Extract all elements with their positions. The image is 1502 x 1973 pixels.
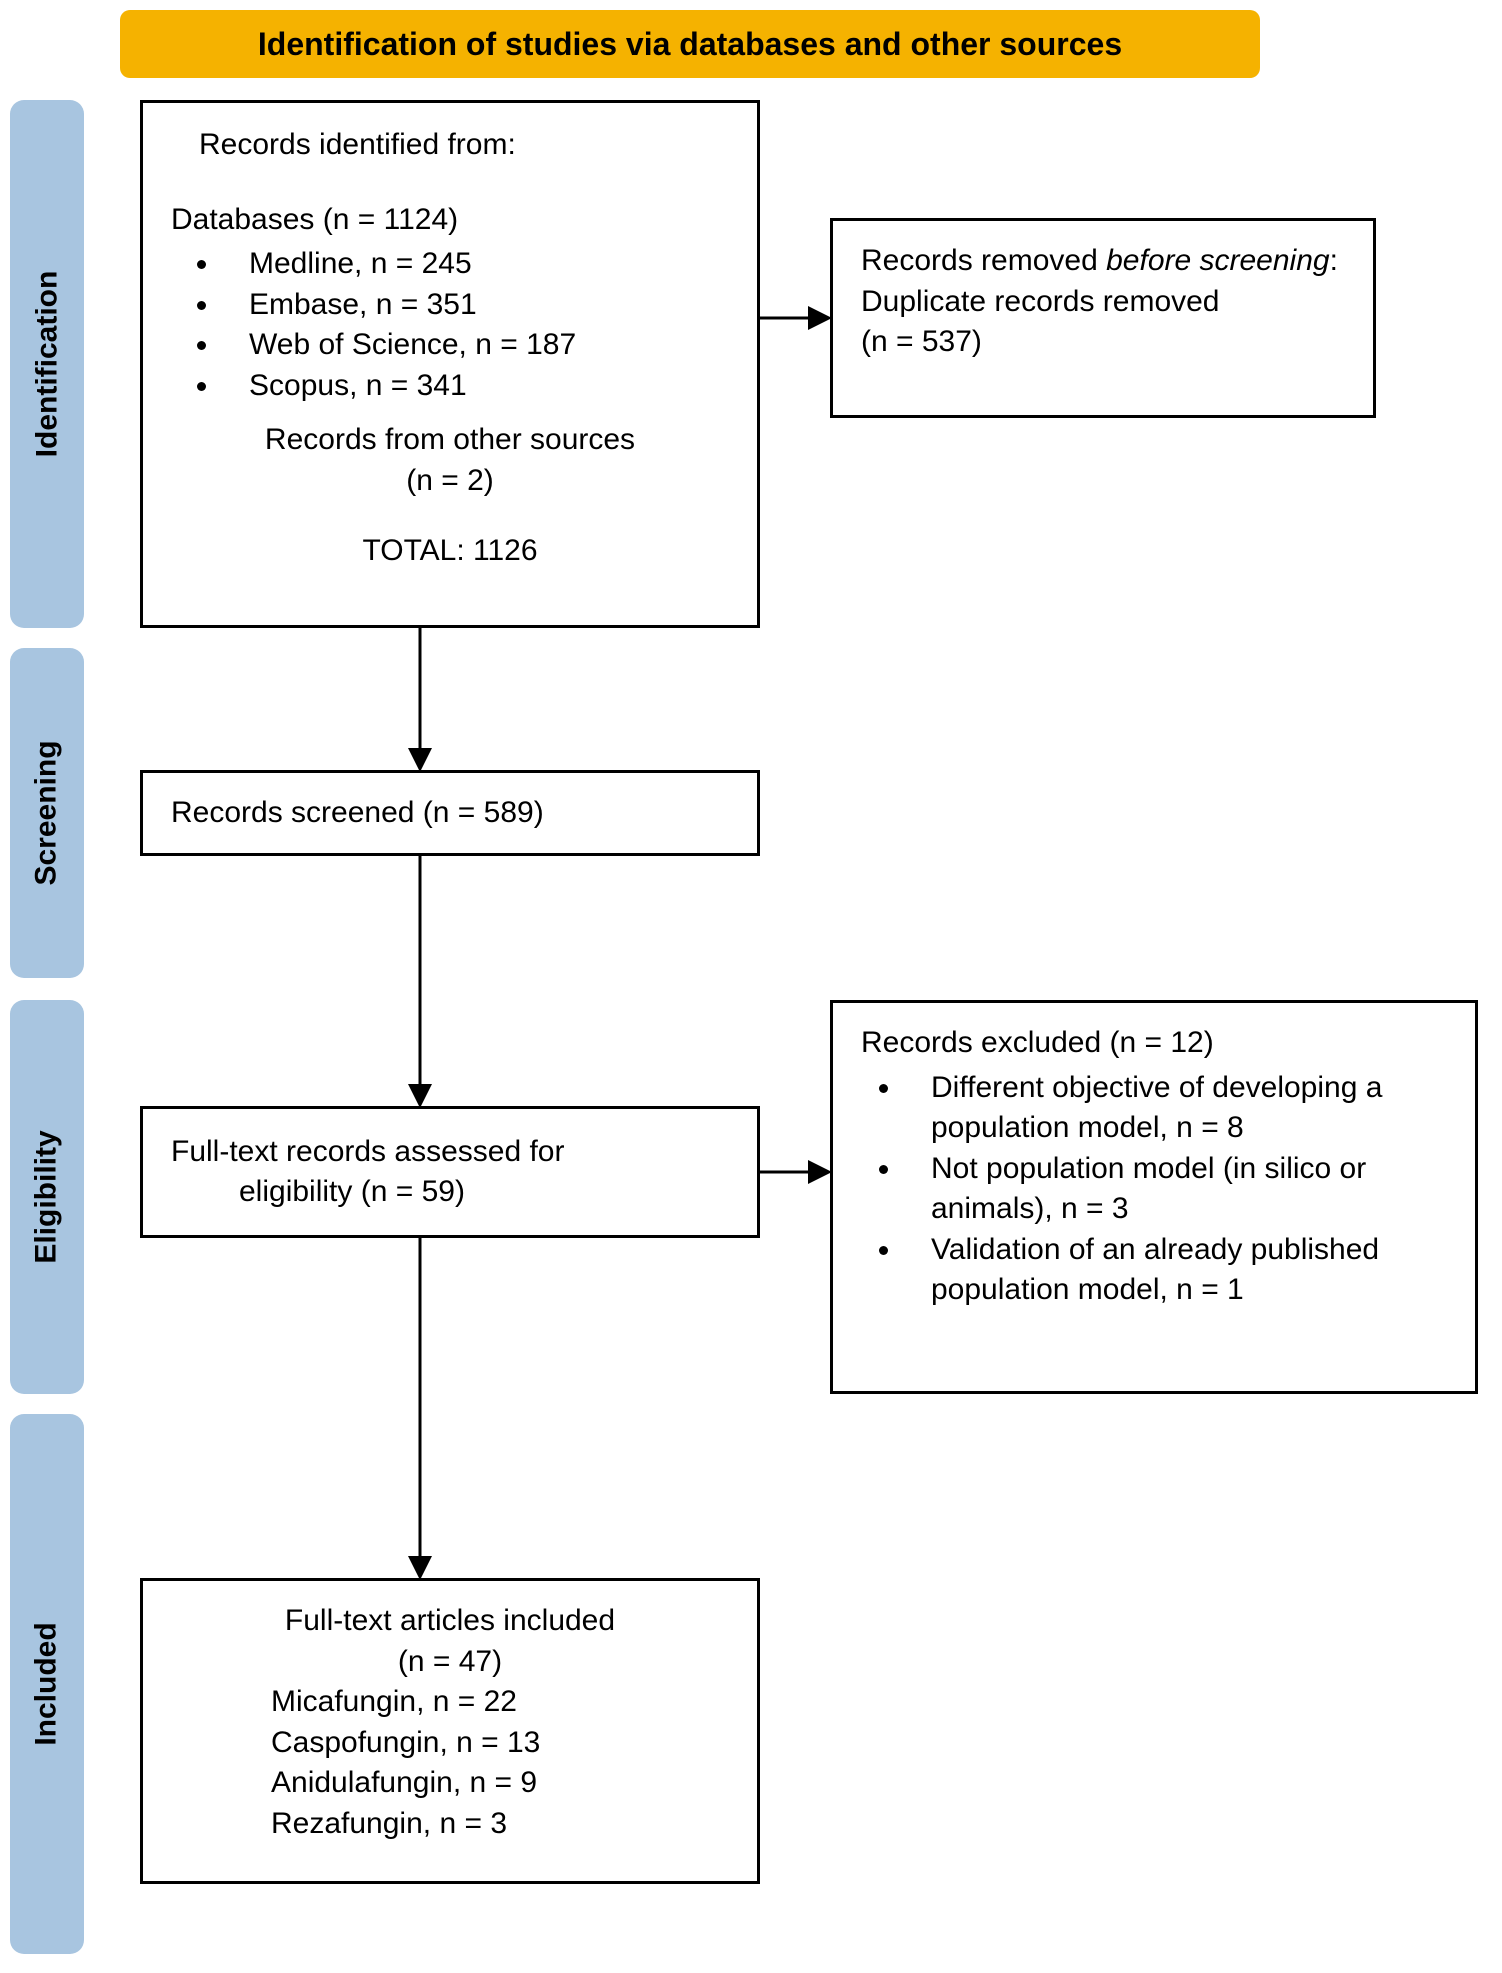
identified-databases-list: Medline, n = 245 Embase, n = 351 Web of … [171, 244, 729, 406]
screened-text: Records screened (n = 589) [171, 796, 544, 830]
excluded-list: Different objective of developing a popu… [861, 1068, 1447, 1311]
removed-line3: (n = 537) [861, 322, 1345, 363]
included-item-2: Anidulafungin, n = 9 [271, 1763, 729, 1804]
stage-screening: Screening [10, 648, 84, 978]
removed-line1c: : [1330, 244, 1338, 277]
removed-line1a: Records removed [861, 244, 1106, 277]
included-content: Full-text articles included (n = 47) Mic… [171, 1601, 729, 1844]
identified-databases-line: Databases (n = 1124) [171, 200, 729, 241]
identified-db-2: Web of Science, n = 187 [221, 325, 729, 366]
identified-db-3: Scopus, n = 341 [221, 366, 729, 407]
banner: Identification of studies via databases … [120, 10, 1260, 78]
excluded-item-1: Not population model (in silico or anima… [903, 1149, 1447, 1230]
included-item-3: Rezafungin, n = 3 [271, 1804, 729, 1845]
included-item-0: Micafungin, n = 22 [271, 1682, 729, 1723]
stage-included-label: Included [30, 1622, 64, 1745]
node-records-excluded: Records excluded (n = 12) Different obje… [830, 1000, 1478, 1394]
removed-line1b: before screening [1106, 244, 1329, 277]
stage-screening-label: Screening [30, 740, 64, 885]
stage-eligibility-label: Eligibility [30, 1130, 64, 1263]
identified-other-1: Records from other sources [171, 420, 729, 461]
prisma-flowchart: Identification of studies via databases … [0, 0, 1502, 1973]
stage-identification: Identification [10, 100, 84, 628]
identified-db-0: Medline, n = 245 [221, 244, 729, 285]
identified-content: Records identified from: Databases (n = … [171, 125, 729, 572]
stage-included: Included [10, 1414, 84, 1954]
removed-content: Records removed before screening: Duplic… [861, 241, 1345, 363]
removed-line1: Records removed before screening: [861, 241, 1345, 282]
identified-other-2: (n = 2) [171, 461, 729, 502]
excluded-content: Records excluded (n = 12) Different obje… [861, 1023, 1447, 1311]
node-records-removed: Records removed before screening: Duplic… [830, 218, 1376, 418]
identified-total: TOTAL: 1126 [171, 531, 729, 572]
stage-identification-label: Identification [30, 271, 64, 458]
included-item-1: Caspofungin, n = 13 [271, 1723, 729, 1764]
identified-db-1: Embase, n = 351 [221, 285, 729, 326]
assessed-content: Full-text records assessed for eligibili… [171, 1132, 564, 1213]
stage-eligibility: Eligibility [10, 1000, 84, 1394]
removed-line2: Duplicate records removed [861, 282, 1345, 323]
assessed-line2: eligibility (n = 59) [171, 1172, 564, 1213]
node-records-included: Full-text articles included (n = 47) Mic… [140, 1578, 760, 1884]
node-records-screened: Records screened (n = 589) [140, 770, 760, 856]
banner-title: Identification of studies via databases … [258, 26, 1122, 63]
identified-title: Records identified from: [171, 125, 729, 166]
excluded-item-2: Validation of an already published popul… [903, 1230, 1447, 1311]
excluded-item-0: Different objective of developing a popu… [903, 1068, 1447, 1149]
excluded-title: Records excluded (n = 12) [861, 1023, 1447, 1064]
included-title-2: (n = 47) [171, 1642, 729, 1683]
node-records-assessed: Full-text records assessed for eligibili… [140, 1106, 760, 1238]
assessed-line1: Full-text records assessed for [171, 1132, 564, 1173]
included-title-1: Full-text articles included [171, 1601, 729, 1642]
node-records-identified: Records identified from: Databases (n = … [140, 100, 760, 628]
